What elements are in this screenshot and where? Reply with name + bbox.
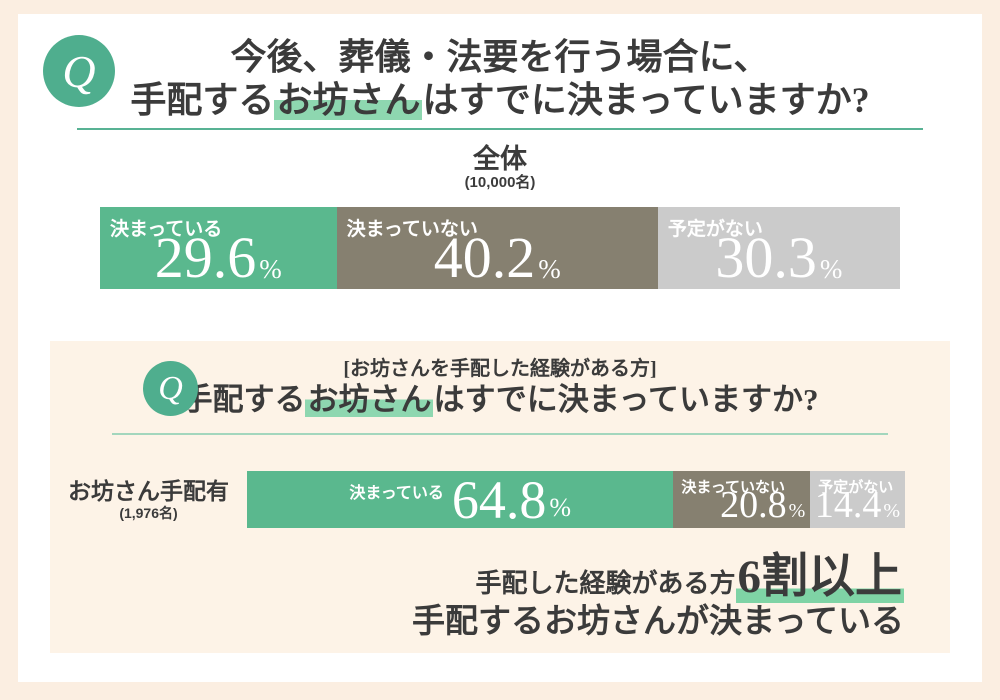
segment-label: 予定がない (667, 219, 763, 240)
infographic-card: Q 今後、葬儀・法要を行う場合に、 手配するお坊さんはすでに決まっていますか? … (18, 14, 982, 682)
stacked-bar-overall: 決まっている 29.6% 決まっていない 40.2% 予定がない 30.3% (100, 207, 900, 289)
segment-value: 40.2% (433, 225, 561, 290)
chart2-group-label: お坊さん手配有 (68, 478, 229, 504)
conclusion-text: 手配した経験がある方6割以上 手配するお坊さんが決まっている (50, 551, 950, 641)
chart1-group-header: 全体 (10,000名) (18, 144, 982, 191)
conclusion-line1: 手配した経験がある方6割以上 (50, 551, 904, 603)
segment-label: 決まっている (110, 219, 223, 240)
question-title: 今後、葬儀・法要を行う場合に、 手配するお坊さんはすでに決まっていますか? (18, 14, 982, 122)
stacked-bar-experienced: 決まっている 64.8% 決まっていない 20.8% 予定がない 14.4% (247, 471, 905, 528)
segment-label: 決まっている (349, 484, 444, 502)
conclusion-highlight: 6割以上 (735, 551, 904, 603)
experienced-panel: Q [お坊さんを手配した経験がある方] 手配するお坊さんはすでに決まっていますか… (50, 341, 950, 653)
bar-segment-予定がない: 予定がない 14.4% (810, 471, 905, 528)
panel-title-post: はすでに決まっていますか? (433, 382, 819, 417)
bar-segment-決まっている: 決まっている 64.8% (247, 469, 674, 530)
question-title-line2-post: はすでに決まっていますか? (422, 80, 870, 120)
segment-value: 64.8% (451, 469, 572, 530)
title-divider (77, 128, 923, 130)
panel-divider (112, 433, 888, 435)
question-icon-2: Q (143, 361, 198, 416)
chart2-row: お坊さん手配有 (1,976名) 決まっている 64.8% 決まっていない 20.8%… (50, 471, 950, 528)
segment-label: 予定がない (818, 479, 894, 496)
highlighted-word: お坊さん (274, 80, 423, 120)
question-icon-2-letter: Q (158, 369, 183, 407)
panel-highlighted-word: お坊さん (305, 382, 434, 417)
segment-label: 決まっていない (681, 479, 786, 496)
conclusion-line1-pre: 手配した経験がある方 (475, 569, 736, 598)
bar-segment-予定がない: 予定がない 30.3% (657, 207, 900, 290)
chart2-row-label: お坊さん手配有 (1,976名) (50, 478, 247, 521)
panel-title-pre: 手配する (181, 382, 306, 417)
segment-value: 29.6% (154, 225, 282, 290)
chart2-group-count: (1,976名) (119, 505, 178, 521)
bar-segment-決まっていない: 決まっていない 20.8% (673, 471, 811, 528)
panel-bracket-note: [お坊さんを手配した経験がある方] (343, 358, 657, 380)
question-icon-letter: Q (62, 45, 96, 97)
panel-question-title: 手配するお坊さんはすでに決まっていますか? (50, 381, 950, 418)
question-title-line1: 今後、葬儀・法要を行う場合に、 (230, 37, 770, 77)
conclusion-line2: 手配するお坊さんが決まっている (411, 604, 904, 640)
chart1-group-count: (10,000名) (464, 174, 536, 191)
segment-label: 決まっていない (346, 219, 478, 240)
bar-segment-決まっていない: 決まっていない 40.2% (336, 207, 658, 290)
segment-value: 14.4% (814, 484, 900, 526)
question-title-line2-pre: 手配する (130, 80, 275, 120)
segment-value: 30.3% (715, 225, 843, 290)
segment-value: 20.8% (720, 484, 806, 526)
chart1-group-label: 全体 (473, 144, 527, 174)
question-icon: Q (43, 35, 115, 107)
bar-segment-決まっている: 決まっている 29.6% (100, 207, 337, 289)
